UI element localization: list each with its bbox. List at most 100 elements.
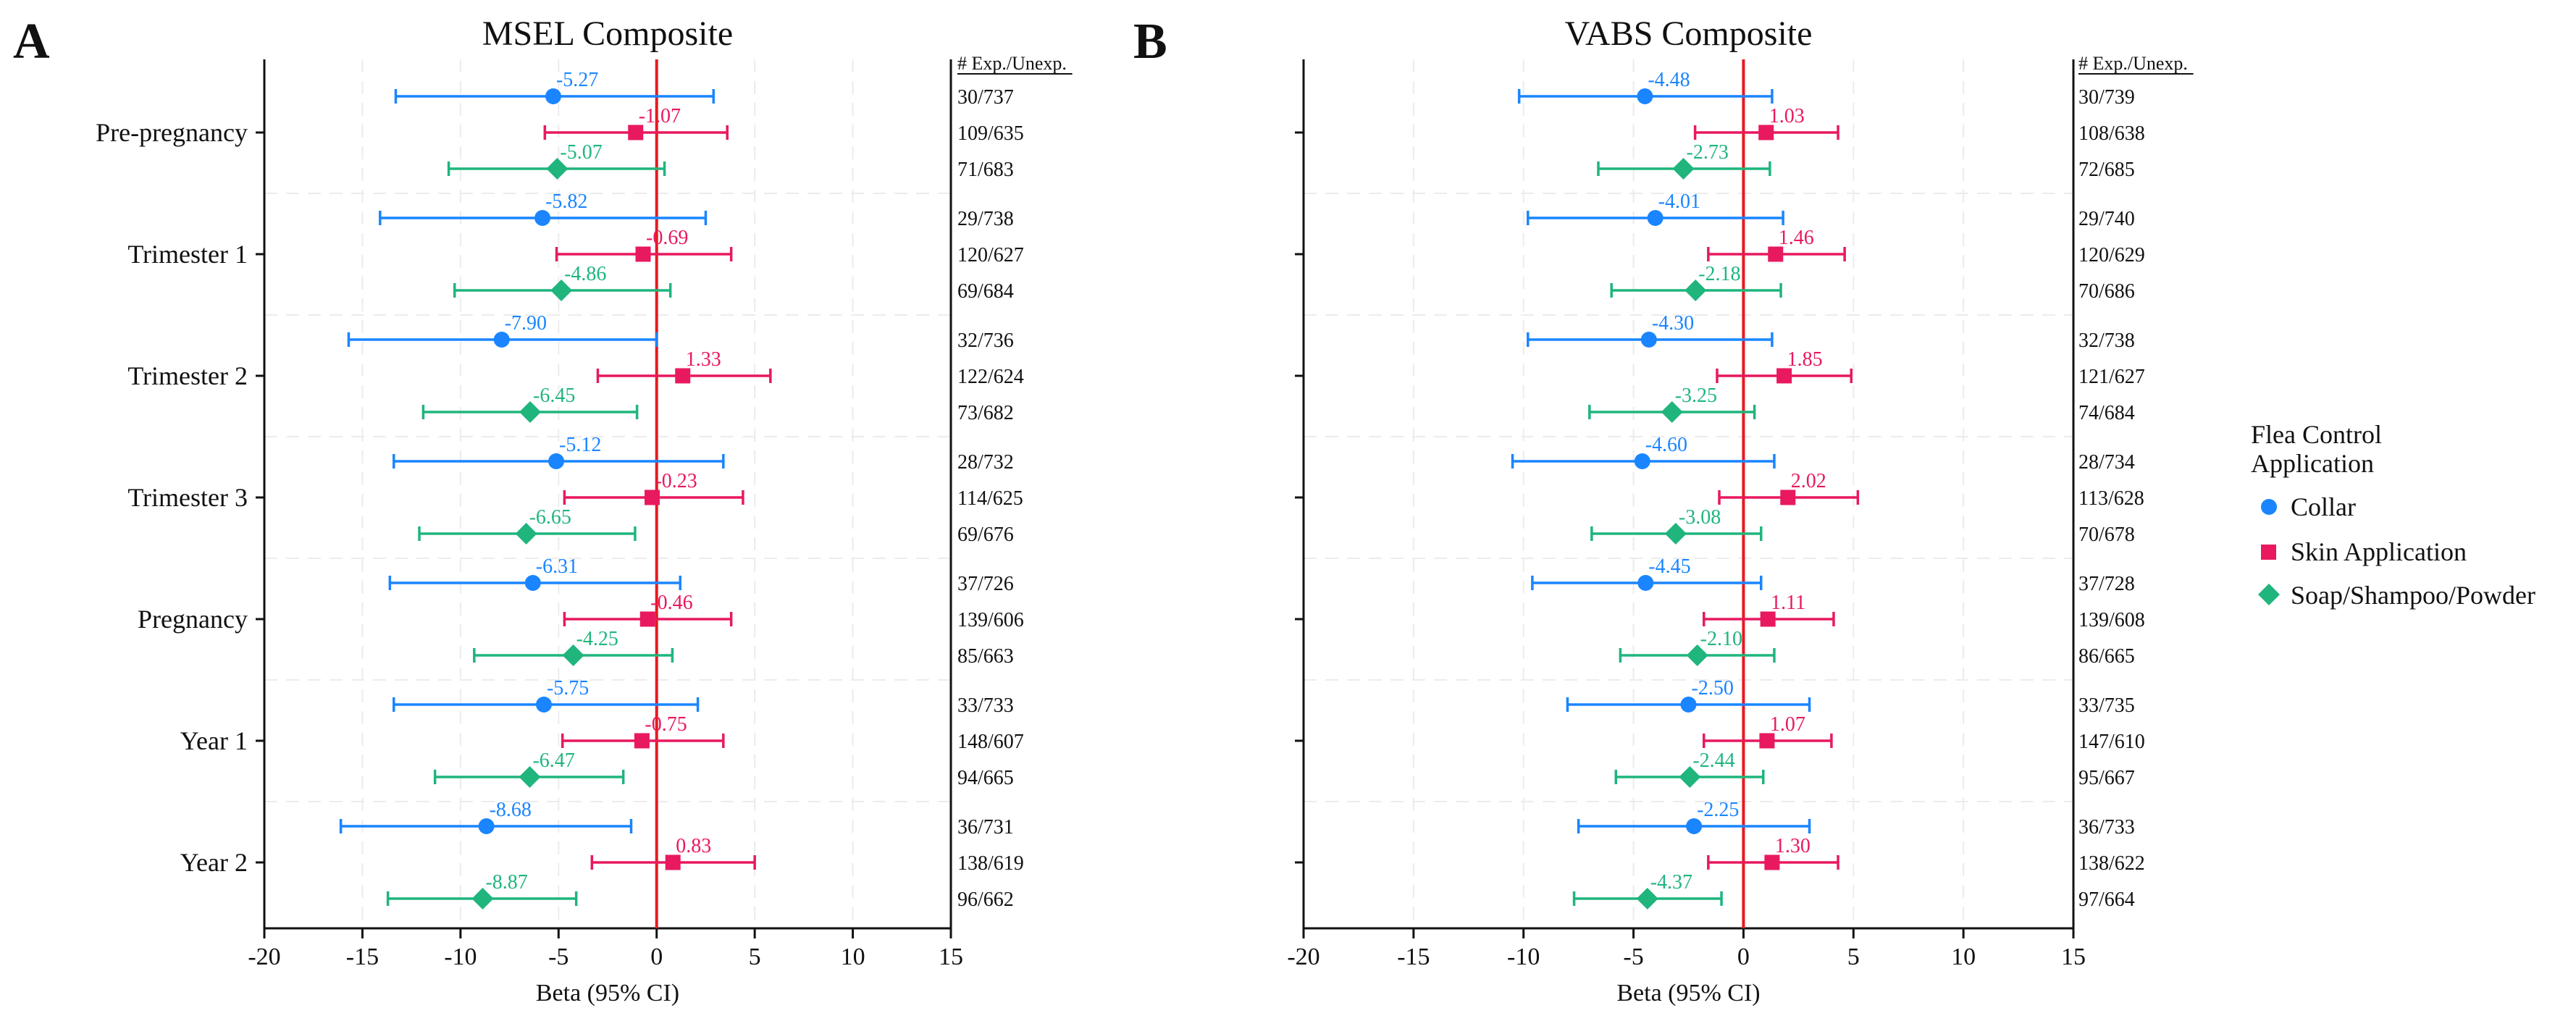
msel-composite-group-label-pre-pregnancy: Pre-pregnancy: [96, 118, 248, 147]
msel-composite-group-label-trimester-3: Trimester 3: [127, 483, 248, 512]
msel-composite-estimate-label-collar: -8.68: [490, 799, 532, 821]
vabs-composite-point-collar: [1640, 332, 1657, 348]
msel-composite-count-collar: 30/737: [957, 86, 1014, 109]
vabs-composite-x-axis-label: Beta (95% CI): [1616, 980, 1760, 1007]
vabs-composite-point-soap-shampoo-powder: [1686, 644, 1708, 666]
msel-composite-estimate-label-soap-shampoo-powder: -4.25: [576, 628, 618, 650]
legend-label-collar: Collar: [2291, 492, 2356, 521]
msel-composite-estimate-label-soap-shampoo-powder: -5.07: [560, 141, 602, 164]
vabs-composite-panel-letter: B: [1133, 14, 1167, 70]
vabs-composite-count-collar: 37/728: [2078, 573, 2135, 595]
vabs-composite-x-tick-label: -10: [1507, 944, 1540, 970]
vabs-composite-x-tick-label: -20: [1287, 944, 1320, 970]
msel-composite-panel-letter: A: [13, 14, 50, 70]
vabs-composite-estimate-label-skin-application: 1.07: [1770, 713, 1805, 736]
vabs-composite-count-soap-shampoo-powder: 72/685: [2078, 159, 2135, 181]
msel-composite-point-soap-shampoo-powder: [562, 644, 584, 666]
legend-label-soap-shampoo-powder: Soap/Shampoo/Powder: [2291, 581, 2535, 610]
msel-composite-group-label-trimester-2: Trimester 2: [127, 361, 248, 390]
msel-composite-group-label-year-2: Year 2: [180, 848, 248, 877]
msel-composite-count-collar: 28/732: [957, 451, 1014, 474]
msel-composite-point-collar: [535, 697, 552, 713]
msel-composite-group-label-year-1: Year 1: [180, 726, 248, 755]
msel-composite-count-collar: 29/738: [957, 208, 1014, 230]
msel-composite-point-soap-shampoo-powder: [550, 280, 573, 301]
msel-composite-x-tick-label: -5: [548, 944, 569, 970]
vabs-composite-estimate-label-collar: -4.60: [1645, 434, 1687, 456]
msel-composite-count-soap-shampoo-powder: 73/682: [957, 402, 1014, 424]
legend-title-line2: Application: [2251, 449, 2374, 478]
msel-composite-point-soap-shampoo-powder: [515, 523, 537, 545]
vabs-composite-point-collar: [1686, 818, 1703, 834]
msel-composite-point-skin-application: [639, 611, 655, 627]
msel-composite-group-label-pregnancy: Pregnancy: [138, 605, 248, 634]
vabs-composite-count-soap-shampoo-powder: 70/686: [2078, 280, 2135, 303]
msel-composite-count-soap-shampoo-powder: 71/683: [957, 159, 1014, 181]
msel-composite-estimate-label-soap-shampoo-powder: -8.87: [485, 871, 527, 894]
msel-composite-count-skin-application: 109/635: [957, 122, 1024, 145]
vabs-composite-panel: B VABS Composite -20 -15 -10 -5 0 5 10 15 Beta (95…: [1133, 14, 2194, 1007]
msel-composite-point-collar: [534, 210, 551, 226]
vabs-composite-x-tick-label: 5: [1847, 944, 1860, 970]
msel-composite-count-soap-shampoo-powder: 69/684: [957, 280, 1014, 303]
msel-composite-point-collar: [545, 88, 561, 104]
vabs-composite-count-skin-application: 147/610: [2078, 731, 2145, 753]
vabs-composite-estimate-label-soap-shampoo-powder: -2.44: [1692, 749, 1734, 772]
msel-composite-estimate-label-skin-application: -1.07: [639, 105, 681, 127]
vabs-composite-x-tick-label: -15: [1397, 944, 1430, 970]
vabs-composite-estimate-label-collar: -2.50: [1692, 677, 1734, 699]
vabs-composite-title: VABS Composite: [1565, 14, 1813, 53]
vabs-composite-count-skin-application: 108/638: [2078, 122, 2145, 145]
legend-marker-skin-application: [2261, 545, 2276, 560]
msel-composite-estimate-label-soap-shampoo-powder: -6.45: [533, 385, 575, 407]
msel-composite-count-soap-shampoo-powder: 94/665: [957, 767, 1014, 789]
legend-item-soap-shampoo-powder: Soap/Shampoo/Powder: [2258, 581, 2535, 610]
vabs-composite-count-soap-shampoo-powder: 86/665: [2078, 645, 2135, 668]
msel-composite-estimate-label-skin-application: -0.75: [645, 713, 687, 736]
msel-composite-estimate-label-soap-shampoo-powder: -6.47: [532, 749, 574, 772]
vabs-composite-count-soap-shampoo-powder: 97/664: [2078, 888, 2135, 911]
vabs-composite-point-skin-application: [1764, 854, 1780, 870]
vabs-composite-point-skin-application: [1760, 611, 1776, 627]
vabs-composite-estimate-label-collar: -4.01: [1658, 190, 1700, 213]
vabs-composite-x-tick-label: -5: [1623, 944, 1643, 970]
vabs-composite-estimate-label-skin-application: 1.11: [1771, 592, 1805, 614]
vabs-composite-point-collar: [1647, 210, 1664, 226]
vabs-composite-point-skin-application: [1758, 125, 1774, 140]
legend-item-skin-application: Skin Application: [2261, 537, 2467, 566]
msel-composite-estimate-label-skin-application: 0.83: [676, 835, 711, 857]
msel-composite-point-skin-application: [665, 854, 681, 870]
msel-composite-x-tick-label: -15: [346, 944, 379, 970]
msel-composite-estimate-label-collar: -5.82: [545, 190, 587, 213]
vabs-composite-count-soap-shampoo-powder: 70/678: [2078, 524, 2135, 546]
legend: Flea Control Application Collar Skin App…: [2251, 420, 2535, 610]
msel-composite-count-soap-shampoo-powder: 85/663: [957, 645, 1014, 668]
msel-composite-point-collar: [493, 332, 510, 348]
vabs-composite-count-skin-application: 113/628: [2078, 487, 2144, 510]
msel-composite-count-collar: 32/736: [957, 329, 1014, 352]
vabs-composite-point-soap-shampoo-powder: [1672, 158, 1695, 180]
msel-composite-count-collar: 36/731: [957, 816, 1014, 839]
vabs-composite-estimate-label-skin-application: 1.30: [1775, 835, 1811, 857]
msel-composite-point-soap-shampoo-powder: [519, 401, 542, 423]
vabs-composite-point-collar: [1637, 575, 1654, 591]
msel-composite-point-soap-shampoo-powder: [546, 158, 569, 180]
msel-composite-point-soap-shampoo-powder: [519, 766, 541, 788]
legend-label-skin-application: Skin Application: [2291, 537, 2467, 566]
msel-composite-x-tick-label: 5: [749, 944, 761, 970]
msel-composite-point-collar: [548, 453, 565, 469]
vabs-composite-counts-header: # Exp./Unexp.: [2078, 53, 2188, 74]
msel-composite-point-collar: [478, 818, 495, 834]
vabs-composite-point-skin-application: [1776, 368, 1792, 384]
msel-composite-count-collar: 37/726: [957, 573, 1014, 595]
vabs-composite-count-soap-shampoo-powder: 74/684: [2078, 402, 2135, 424]
msel-composite-estimate-label-collar: -5.27: [556, 69, 598, 91]
vabs-composite-x-tick-label: 0: [1737, 944, 1750, 970]
msel-composite-estimate-label-skin-application: -0.46: [650, 592, 692, 614]
vabs-composite-estimate-label-soap-shampoo-powder: -4.37: [1650, 871, 1692, 894]
msel-composite-point-skin-application: [628, 125, 644, 140]
vabs-composite-count-collar: 32/738: [2078, 329, 2135, 352]
vabs-composite-estimate-label-soap-shampoo-powder: -2.18: [1698, 263, 1740, 285]
msel-composite-estimate-label-collar: -5.12: [559, 434, 601, 456]
vabs-composite-point-soap-shampoo-powder: [1636, 888, 1658, 909]
